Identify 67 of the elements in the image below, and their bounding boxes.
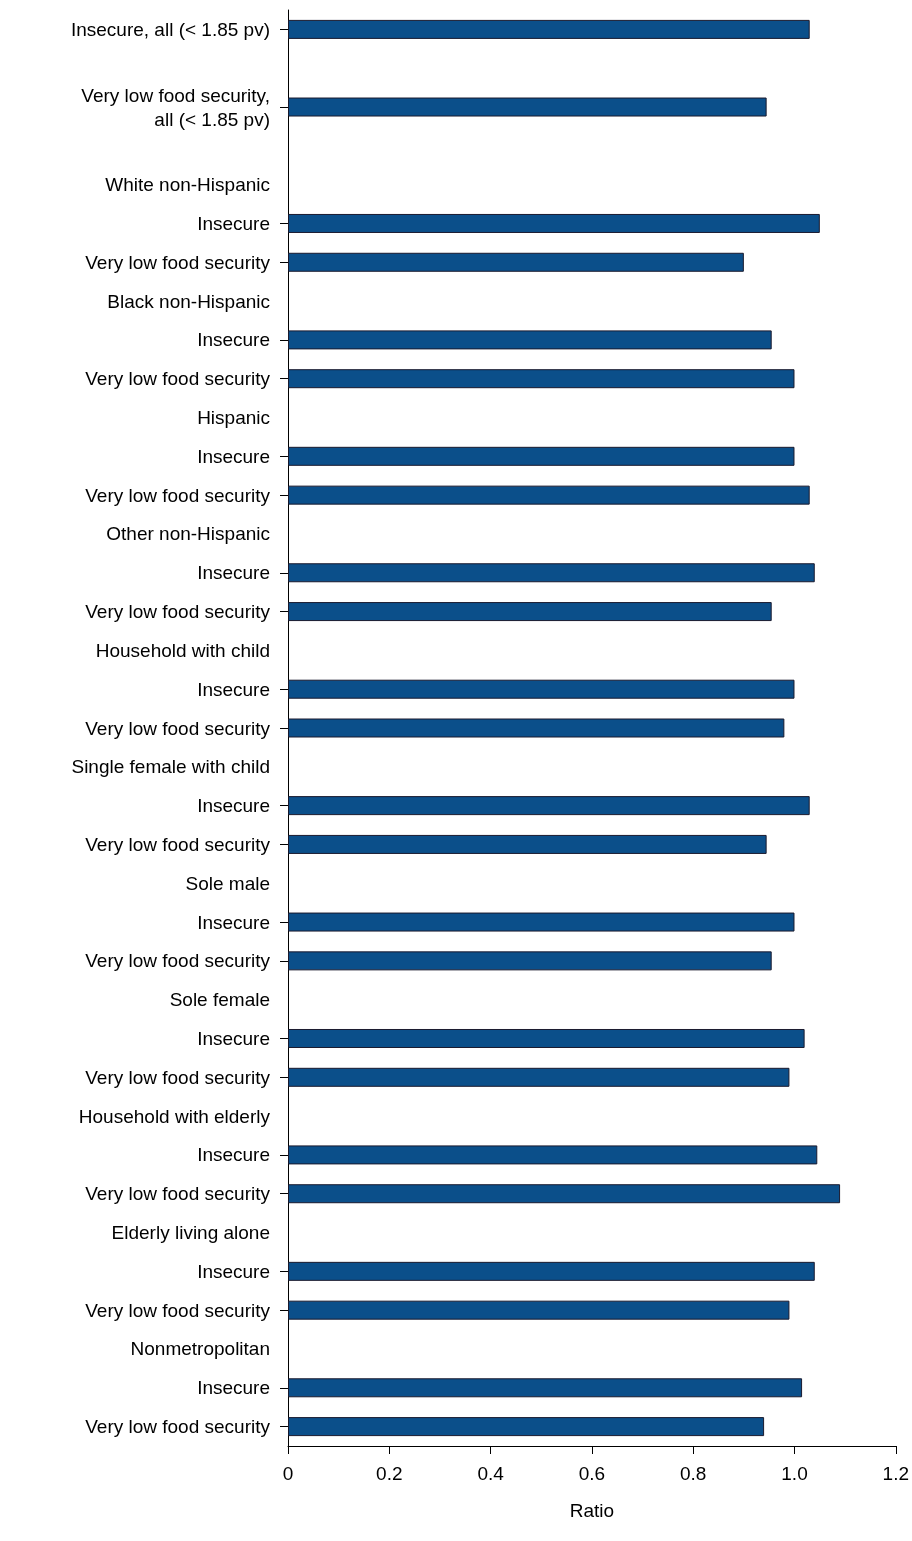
y-tick-label: Nonmetropolitan [130, 1338, 270, 1360]
y-tick-label: Household with child [95, 639, 270, 661]
bar [288, 1300, 790, 1320]
y-tick-label: White non-Hispanic [105, 174, 270, 196]
bar [288, 485, 810, 505]
y-tick-label: Very low food security [85, 368, 271, 390]
y-tick-label: Very low food security [85, 1066, 271, 1088]
y-tick-label: Household with elderly [78, 1105, 271, 1127]
bar [288, 446, 795, 466]
bar [288, 1028, 805, 1048]
bar [288, 679, 795, 699]
y-tick-label: Very low food security [85, 601, 271, 623]
bar [288, 834, 767, 854]
y-tick-label: Insecure [197, 562, 270, 584]
bar [288, 330, 772, 350]
y-tick-label: Very low food security [85, 833, 271, 855]
y-tick-label: Single female with child [71, 756, 270, 778]
bar [288, 563, 815, 583]
bar [288, 602, 772, 622]
y-tick-label: Sole male [185, 872, 270, 894]
bar [288, 97, 767, 117]
y-tick-label: Very low food security [85, 1416, 271, 1438]
bar [288, 252, 744, 272]
y-tick-label: Insecure [197, 1377, 270, 1399]
y-tick-label: Very low food security [85, 251, 271, 273]
y-tick-label: Hispanic [197, 407, 270, 429]
bar [288, 1417, 765, 1437]
y-tick-label: Black non-Hispanic [107, 290, 270, 312]
y-tick-label: Insecure [197, 678, 270, 700]
bar [288, 369, 795, 389]
x-axis-title: Ratio [569, 1500, 615, 1521]
x-tick-label: 0.8 [679, 1463, 707, 1484]
x-tick-label: 0.2 [376, 1463, 403, 1484]
y-tick-label: Insecure [197, 212, 270, 234]
y-tick-label: Insecure [197, 1144, 270, 1166]
x-tick-label: 0.6 [578, 1463, 606, 1484]
y-tick-label: Elderly living alone [111, 1222, 270, 1244]
bar [288, 718, 785, 738]
y-tick-label: Very low food security [85, 484, 271, 506]
bar [288, 912, 795, 932]
y-tick-label: Insecure [197, 911, 270, 933]
y-tick-label: Insecure [197, 1027, 270, 1049]
y-tick-label: Sole female [169, 989, 270, 1011]
x-tick-label: 1.0 [781, 1463, 808, 1484]
y-tick-label: Insecure, all (< 1.85 pv) [70, 18, 270, 40]
y-tick-label: Very low food security [85, 717, 271, 739]
bar [288, 1378, 803, 1398]
x-tick-label: 1.2 [882, 1463, 909, 1484]
x-tick-label: 0 [282, 1463, 294, 1484]
bar [288, 1067, 790, 1087]
y-tick-label: Other non-Hispanic [106, 523, 270, 545]
bar [288, 1184, 841, 1204]
bar [288, 796, 810, 816]
x-tick-label: 0.4 [477, 1463, 505, 1484]
y-tick-label: Very low food security [85, 1299, 271, 1321]
y-tick-label: Very low food security, all (< 1.85 pv) [81, 84, 270, 130]
y-tick-label: Insecure [197, 795, 270, 817]
y-tick-label: Insecure [197, 445, 270, 467]
bar [288, 951, 772, 971]
y-tick-label: Insecure [197, 1260, 270, 1282]
bar [288, 1261, 815, 1281]
y-tick-label: Very low food security [85, 950, 271, 972]
bar [288, 19, 810, 39]
y-tick-label: Very low food security [85, 1183, 271, 1205]
y-tick-label: Insecure [197, 329, 270, 351]
bar [288, 1145, 818, 1165]
bar [288, 213, 820, 233]
